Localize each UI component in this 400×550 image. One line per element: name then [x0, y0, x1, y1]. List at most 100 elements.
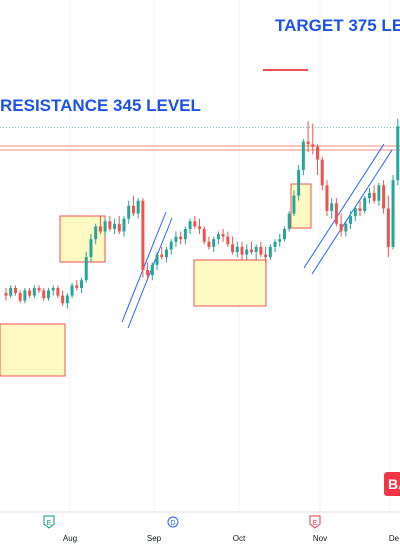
candle	[297, 169, 301, 196]
candle	[84, 257, 88, 281]
candle	[259, 246, 263, 255]
candle	[75, 285, 79, 288]
marker-shape	[43, 515, 55, 529]
badge[interactable]: BA	[384, 472, 400, 496]
candle	[164, 249, 168, 258]
candle	[377, 185, 381, 201]
candle	[179, 236, 183, 240]
resistance-label: RESISTANCE 345 LEVEL	[0, 96, 201, 115]
channel-line	[127, 217, 173, 329]
consolidation-box	[0, 323, 66, 377]
candle	[278, 239, 282, 242]
candle	[235, 246, 239, 252]
candle	[273, 241, 277, 247]
candle	[249, 249, 253, 252]
candle	[231, 244, 235, 252]
consolidation-box	[59, 215, 106, 263]
consolidation-boxes	[0, 183, 312, 377]
candle	[363, 198, 367, 211]
candle	[108, 221, 112, 229]
candle	[226, 236, 230, 245]
candle	[131, 205, 135, 214]
candle	[51, 287, 55, 291]
candle	[339, 223, 343, 232]
marker-shape	[309, 515, 321, 529]
candle	[65, 295, 69, 304]
candle	[212, 239, 216, 247]
candle	[127, 205, 131, 219]
candle	[316, 146, 320, 160]
candle	[32, 287, 36, 296]
grid	[69, 0, 391, 512]
candle	[320, 159, 324, 186]
candle	[202, 228, 206, 242]
candle	[353, 208, 357, 217]
candle	[9, 287, 13, 296]
channel-line	[303, 143, 385, 269]
candle	[207, 241, 211, 247]
candle	[367, 193, 371, 199]
marker-label: E	[313, 520, 318, 527]
candle	[287, 213, 291, 229]
x-tick-label: Sep	[147, 534, 162, 543]
candle	[193, 221, 197, 227]
candle	[56, 287, 60, 296]
candle	[13, 287, 17, 294]
target-label: TARGET 375 LEVEL	[275, 16, 400, 35]
candle	[325, 185, 329, 211]
marker-label: E	[47, 520, 52, 527]
candle	[391, 180, 395, 247]
candle	[221, 234, 225, 237]
candle	[136, 200, 140, 214]
candle	[80, 280, 84, 288]
candle	[301, 141, 305, 170]
consolidation-box	[193, 259, 267, 307]
candle	[42, 290, 46, 299]
earnings-icon: E	[309, 515, 321, 529]
marker-shape	[167, 516, 179, 528]
x-tick-label: De	[389, 534, 400, 543]
candle	[94, 226, 98, 240]
candle	[334, 203, 338, 224]
candles	[4, 118, 400, 309]
candle	[23, 290, 27, 301]
candle	[198, 226, 202, 229]
candle	[344, 223, 348, 232]
earnings-icon: E	[43, 515, 55, 529]
candle	[268, 246, 272, 258]
x-tick-label: Nov	[313, 534, 327, 543]
candle	[254, 246, 258, 252]
candle	[240, 246, 244, 255]
candle	[155, 254, 159, 265]
candle	[183, 228, 187, 240]
candle	[28, 290, 32, 296]
candle	[4, 293, 8, 296]
candle	[282, 228, 286, 240]
candle	[122, 218, 126, 232]
candle	[89, 239, 93, 258]
candle	[70, 285, 74, 296]
candle	[113, 223, 117, 229]
dividend-icon: D	[167, 516, 179, 528]
candle	[46, 290, 50, 299]
candle	[98, 226, 102, 232]
candle	[188, 221, 192, 229]
candle	[358, 208, 362, 211]
candle	[330, 203, 334, 211]
candle	[396, 126, 400, 181]
consolidation-box	[290, 183, 312, 229]
candle	[146, 269, 150, 276]
candle	[169, 241, 173, 250]
candle	[245, 249, 249, 255]
marker-label: D	[170, 520, 175, 527]
candle	[103, 221, 107, 232]
candle	[150, 264, 154, 276]
candle	[349, 216, 353, 224]
guides	[0, 69, 400, 151]
candle	[264, 254, 268, 258]
candle	[382, 185, 386, 209]
candle	[306, 141, 310, 145]
candle	[372, 193, 376, 201]
x-tick-label: Aug	[63, 534, 77, 543]
candle	[216, 234, 220, 240]
